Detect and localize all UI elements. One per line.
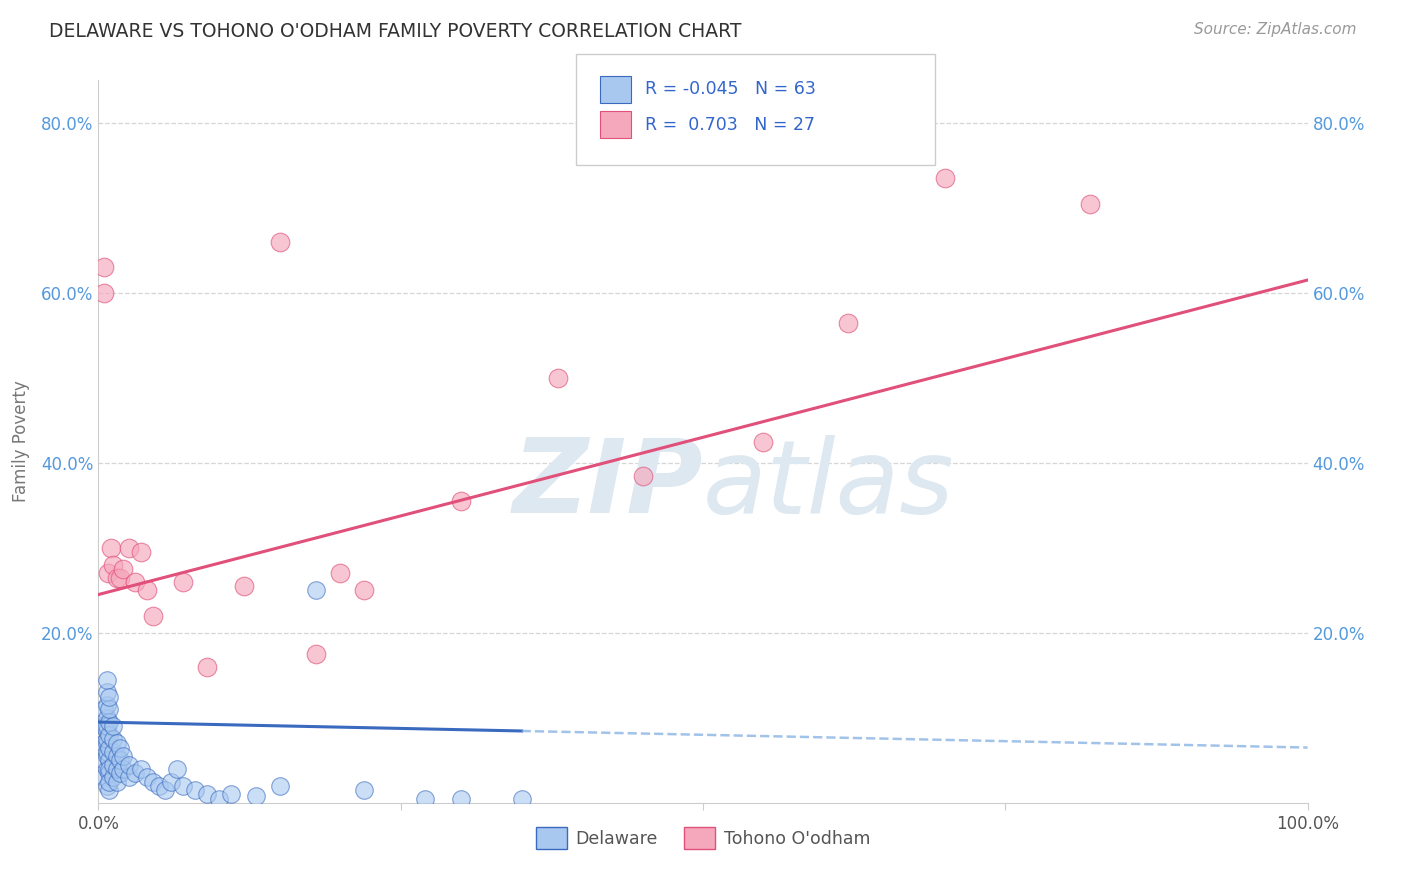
Point xyxy=(269,235,291,249)
Point xyxy=(837,316,859,330)
Point xyxy=(93,285,115,300)
Point xyxy=(96,673,118,687)
Point xyxy=(148,779,170,793)
Point xyxy=(96,719,118,733)
Text: ZIP: ZIP xyxy=(512,434,703,535)
Point xyxy=(96,736,118,750)
Point xyxy=(93,770,115,784)
Point xyxy=(450,494,472,508)
Point xyxy=(98,702,121,716)
Point xyxy=(329,566,352,581)
Point xyxy=(124,574,146,589)
Point xyxy=(245,789,267,803)
Point xyxy=(96,711,118,725)
Point xyxy=(98,728,121,742)
Text: atlas: atlas xyxy=(703,435,955,535)
Text: R = -0.045   N = 63: R = -0.045 N = 63 xyxy=(645,80,817,98)
Point xyxy=(450,791,472,805)
Point xyxy=(101,745,124,759)
Point xyxy=(98,766,121,780)
Point xyxy=(124,766,146,780)
Point xyxy=(98,740,121,755)
Point xyxy=(100,541,122,555)
Point xyxy=(153,783,176,797)
Point xyxy=(135,770,157,784)
Point xyxy=(98,714,121,729)
Point xyxy=(96,685,118,699)
Point xyxy=(101,558,124,572)
Point xyxy=(510,791,533,805)
Point xyxy=(111,562,134,576)
Point xyxy=(195,787,218,801)
Point xyxy=(105,736,128,750)
Point xyxy=(195,660,218,674)
Point xyxy=(98,690,121,704)
Point xyxy=(166,762,188,776)
Point xyxy=(93,719,115,733)
Point xyxy=(160,774,183,789)
Point xyxy=(208,791,231,805)
Point xyxy=(305,583,328,598)
Point xyxy=(96,723,118,738)
Point xyxy=(101,770,124,784)
Point xyxy=(413,791,436,805)
Y-axis label: Family Poverty: Family Poverty xyxy=(11,381,30,502)
Point xyxy=(93,260,115,275)
Point xyxy=(142,774,165,789)
Point xyxy=(221,787,243,801)
Point xyxy=(111,762,134,776)
Point xyxy=(118,757,141,772)
Point xyxy=(101,732,124,747)
Point xyxy=(101,719,124,733)
Point xyxy=(93,702,115,716)
Legend: Delaware, Tohono O'odham: Delaware, Tohono O'odham xyxy=(529,821,877,855)
Point xyxy=(631,468,654,483)
Point xyxy=(93,736,115,750)
Point xyxy=(108,753,131,767)
Point xyxy=(142,608,165,623)
Point xyxy=(108,740,131,755)
Point xyxy=(105,762,128,776)
Point xyxy=(547,371,569,385)
Point xyxy=(105,749,128,764)
Point xyxy=(353,783,375,797)
Point xyxy=(96,749,118,764)
Point xyxy=(934,171,956,186)
Point xyxy=(96,779,118,793)
Point xyxy=(98,783,121,797)
Point xyxy=(93,753,115,767)
Point xyxy=(305,647,328,661)
Point xyxy=(129,545,152,559)
Point xyxy=(98,762,121,776)
Text: DELAWARE VS TOHONO O'ODHAM FAMILY POVERTY CORRELATION CHART: DELAWARE VS TOHONO O'ODHAM FAMILY POVERT… xyxy=(49,22,742,41)
Point xyxy=(172,574,194,589)
Point xyxy=(98,753,121,767)
Point xyxy=(135,583,157,598)
Point xyxy=(111,749,134,764)
Point xyxy=(118,770,141,784)
Text: Source: ZipAtlas.com: Source: ZipAtlas.com xyxy=(1194,22,1357,37)
Point xyxy=(97,566,120,581)
Point xyxy=(105,570,128,584)
Point xyxy=(118,541,141,555)
Point xyxy=(105,774,128,789)
Point xyxy=(96,762,118,776)
Point xyxy=(172,779,194,793)
Text: R =  0.703   N = 27: R = 0.703 N = 27 xyxy=(645,116,815,134)
Point xyxy=(353,583,375,598)
Point xyxy=(96,698,118,712)
Point xyxy=(129,762,152,776)
Point xyxy=(232,579,254,593)
Point xyxy=(184,783,207,797)
Point xyxy=(98,774,121,789)
Point xyxy=(96,732,118,747)
Point xyxy=(1078,196,1101,211)
Point xyxy=(269,779,291,793)
Point xyxy=(108,570,131,584)
Point xyxy=(96,745,118,759)
Point xyxy=(101,757,124,772)
Point xyxy=(752,434,775,449)
Point xyxy=(108,766,131,780)
